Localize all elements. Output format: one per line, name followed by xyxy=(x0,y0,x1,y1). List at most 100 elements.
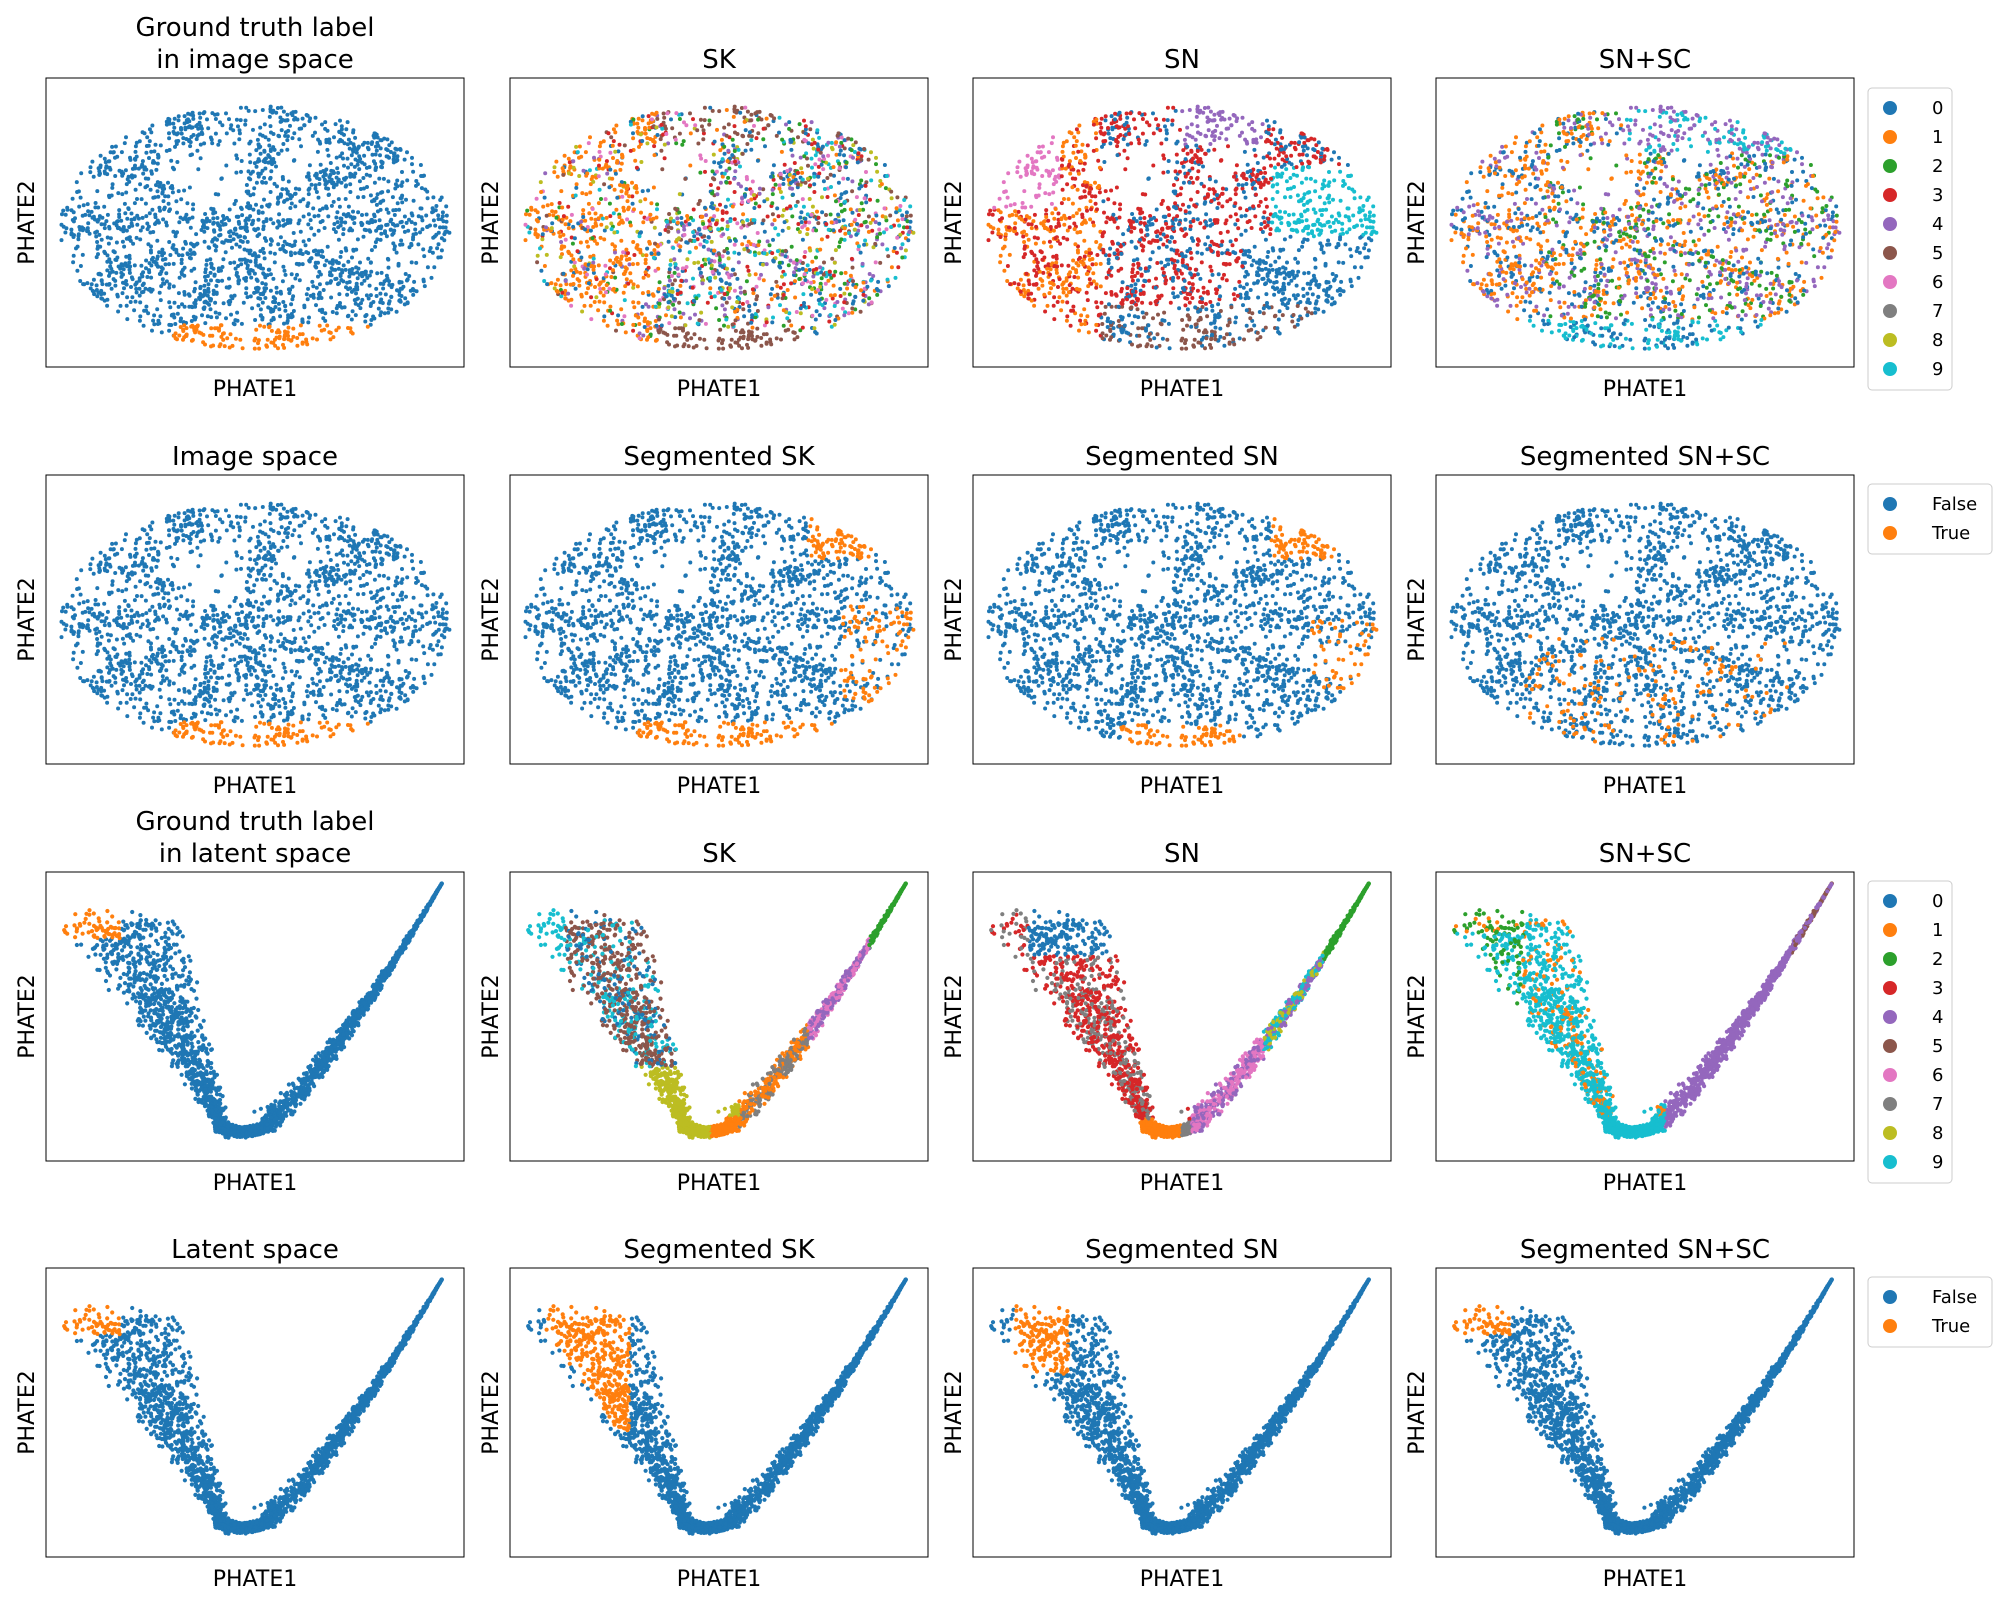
data-point xyxy=(405,150,409,154)
data-point xyxy=(233,202,237,206)
data-point xyxy=(585,273,589,277)
data-point xyxy=(733,160,737,164)
data-point xyxy=(803,250,807,254)
data-point xyxy=(822,179,826,183)
data-point xyxy=(667,226,671,230)
data-point xyxy=(614,208,618,212)
data-point xyxy=(358,179,362,183)
data-point xyxy=(799,166,803,170)
data-point xyxy=(629,149,633,153)
data-point xyxy=(155,307,159,311)
data-point xyxy=(1300,162,1304,166)
data-point xyxy=(189,226,193,230)
data-point xyxy=(786,288,790,292)
data-point xyxy=(667,240,671,244)
data-point xyxy=(297,263,301,267)
data-point xyxy=(398,293,402,297)
data-point xyxy=(864,170,868,174)
data-point xyxy=(799,156,803,160)
data-point xyxy=(325,181,329,185)
data-point xyxy=(874,156,878,160)
data-point xyxy=(656,244,660,248)
data-point xyxy=(1100,145,1104,149)
data-point xyxy=(115,256,119,260)
data-point xyxy=(715,208,719,212)
data-point xyxy=(1359,218,1363,222)
data-point xyxy=(749,148,753,152)
data-point xyxy=(189,153,193,157)
data-point xyxy=(121,273,125,277)
data-point xyxy=(323,226,327,230)
data-point xyxy=(869,150,873,154)
data-point xyxy=(238,128,242,132)
data-point xyxy=(348,190,352,194)
data-point xyxy=(747,199,751,203)
data-point xyxy=(284,130,288,134)
data-point xyxy=(722,297,726,301)
data-point xyxy=(1169,301,1173,305)
data-point xyxy=(874,260,878,264)
data-point xyxy=(100,238,104,242)
data-point xyxy=(106,213,110,217)
data-point xyxy=(1252,259,1256,263)
data-point xyxy=(314,261,318,265)
data-point xyxy=(204,263,208,267)
data-point xyxy=(757,277,761,281)
data-point xyxy=(1190,296,1194,300)
data-point xyxy=(778,303,782,307)
data-point xyxy=(860,154,864,158)
data-point xyxy=(291,285,295,289)
data-point xyxy=(581,215,585,219)
data-point xyxy=(643,325,647,329)
data-point xyxy=(774,280,778,284)
data-point xyxy=(598,300,602,304)
data-point xyxy=(291,136,295,140)
data-point xyxy=(739,291,743,295)
data-point xyxy=(130,295,134,299)
data-point xyxy=(755,294,759,298)
data-point xyxy=(156,162,160,166)
data-point xyxy=(387,302,391,306)
data-point xyxy=(262,325,266,329)
data-point xyxy=(744,187,748,191)
data-point xyxy=(328,270,332,274)
data-point xyxy=(210,111,214,115)
data-point xyxy=(287,180,291,184)
data-point xyxy=(224,250,228,254)
data-point xyxy=(337,326,341,330)
data-point xyxy=(140,197,144,201)
data-point xyxy=(683,233,687,237)
data-point xyxy=(228,346,232,350)
data-point xyxy=(710,240,714,244)
data-point xyxy=(854,140,858,144)
data-point xyxy=(444,204,448,208)
data-point xyxy=(708,286,712,290)
data-point xyxy=(262,251,266,255)
data-point xyxy=(618,263,622,267)
data-point xyxy=(225,131,229,135)
data-point xyxy=(668,267,672,271)
data-point xyxy=(204,267,208,271)
data-point xyxy=(243,235,247,239)
data-point xyxy=(772,163,776,167)
data-point xyxy=(386,189,390,193)
data-point xyxy=(886,278,890,282)
data-point xyxy=(685,338,689,342)
data-point xyxy=(697,202,701,206)
data-point xyxy=(806,164,810,168)
data-point xyxy=(759,273,763,277)
data-point xyxy=(340,181,344,185)
data-point xyxy=(681,312,685,316)
data-point xyxy=(217,312,221,316)
data-point xyxy=(294,192,298,196)
data-point xyxy=(712,160,716,164)
data-point xyxy=(292,118,296,122)
data-point xyxy=(834,140,838,144)
data-point xyxy=(335,210,339,214)
data-point xyxy=(756,159,760,163)
data-point xyxy=(319,220,323,224)
data-point xyxy=(209,207,213,211)
data-point xyxy=(738,165,742,169)
data-point xyxy=(594,295,598,299)
data-point xyxy=(431,206,435,210)
